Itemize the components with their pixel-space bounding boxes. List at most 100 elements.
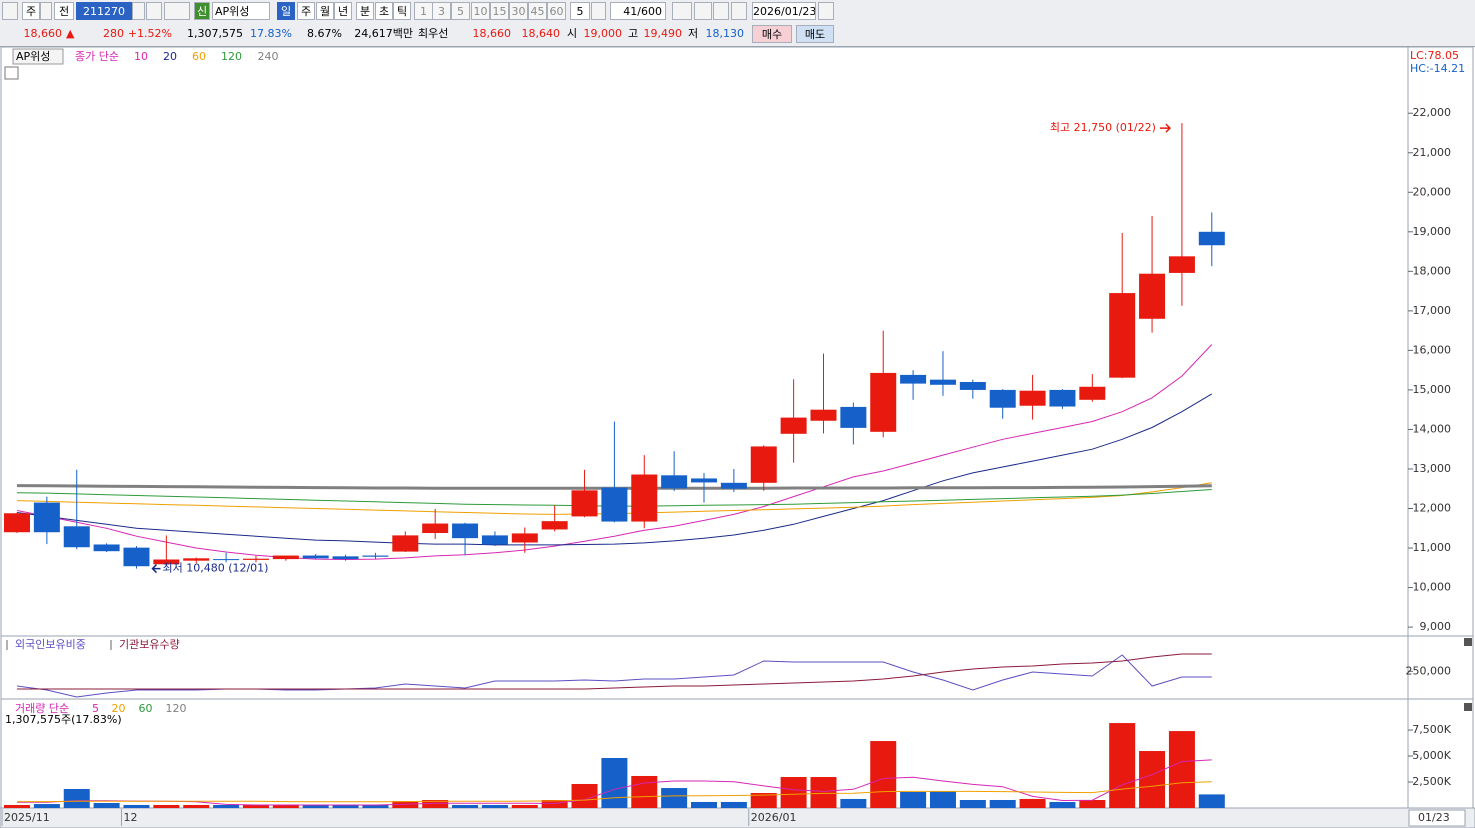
- toolbar-field[interactable]: 신: [194, 2, 210, 20]
- candle-body: [1019, 390, 1046, 406]
- sound-icon[interactable]: [164, 2, 190, 20]
- volume-bar: [183, 804, 210, 808]
- dropdown-icon[interactable]: [132, 2, 145, 20]
- chart-frame: [0, 46, 1474, 809]
- volume-bar: [93, 803, 120, 808]
- quote-field: +1.52%: [127, 27, 172, 40]
- period-button[interactable]: 분: [356, 2, 374, 20]
- y-tick-label: 20,000: [1413, 185, 1452, 198]
- candle-body: [272, 555, 299, 560]
- volume-bar: [1019, 798, 1046, 808]
- indicator: HC:-14.21: [1410, 62, 1465, 75]
- toolbar-field[interactable]: 41/600: [610, 2, 666, 20]
- period-button[interactable]: 주: [297, 2, 315, 20]
- settings-icon[interactable]: [731, 2, 747, 20]
- menu-icon[interactable]: [2, 2, 18, 20]
- panel-close[interactable]: [1464, 638, 1472, 646]
- candle-body: [780, 417, 807, 434]
- buy-button[interactable]: 매수: [752, 25, 792, 43]
- toolbar-field[interactable]: 전: [54, 2, 74, 20]
- current-date-box: [1408, 809, 1466, 827]
- legend-entry: 240: [258, 50, 279, 63]
- volume-bar: [1049, 801, 1076, 808]
- x-tick-label: 2025/11: [4, 811, 50, 824]
- candle-body: [123, 547, 150, 567]
- volume-bar: [153, 804, 180, 808]
- interval-button[interactable]: 30: [509, 2, 528, 20]
- toolbar-field[interactable]: AP위성: [212, 2, 270, 20]
- quote-field: 8.67%: [307, 27, 342, 40]
- volume-bar: [1168, 731, 1195, 808]
- volume-bar: [840, 798, 867, 808]
- y-tick-label: 2,500K: [1412, 775, 1451, 788]
- y-tick-label: 12,000: [1413, 502, 1452, 515]
- interval-button[interactable]: 15: [490, 2, 509, 20]
- y-tick-label: 21,000: [1413, 146, 1452, 159]
- volume-bar: [63, 788, 90, 808]
- quote-field: 18,660: [472, 27, 512, 40]
- legend-title: AP위성: [16, 50, 50, 63]
- volume-bar: [750, 793, 777, 808]
- candle-body: [422, 523, 449, 534]
- x-tick-label: 2026/01: [751, 811, 797, 824]
- calendar-icon[interactable]: [818, 2, 834, 20]
- legend-entry: 10: [134, 50, 148, 63]
- period-button[interactable]: 초: [375, 2, 393, 20]
- volume-bar: [1079, 799, 1106, 808]
- panel-close[interactable]: [1464, 703, 1472, 711]
- period-button[interactable]: 년: [334, 2, 352, 20]
- volume-bar: [123, 804, 150, 808]
- quote-field: 고: [628, 27, 639, 40]
- interval-button[interactable]: 60: [547, 2, 566, 20]
- dropdown-icon[interactable]: [40, 2, 52, 20]
- toolbar-field[interactable]: 주: [22, 2, 40, 20]
- line: [16, 344, 1213, 561]
- sell-button[interactable]: 매도: [796, 25, 834, 43]
- search-icon[interactable]: [146, 2, 162, 20]
- line: [17, 653, 1212, 690]
- y-tick-label: 17,000: [1413, 304, 1452, 317]
- interval-button[interactable]: 45: [528, 2, 547, 20]
- candle-body: [392, 535, 419, 552]
- candle-body: [332, 556, 359, 560]
- period-button[interactable]: 월: [316, 2, 334, 20]
- legend-entry: 60: [139, 702, 153, 715]
- legend-entry: 60: [192, 50, 206, 63]
- y-tick-label: 7,500K: [1412, 723, 1451, 736]
- interval-button[interactable]: 3: [432, 2, 451, 20]
- toolbar: 주 전 211270 신 AP위성 5 41/600 2026/01/23 일 주 월 년 분 초 틱 1 3 5…: [0, 0, 1475, 47]
- candle-body: [153, 559, 180, 565]
- tool-icon[interactable]: [672, 2, 692, 20]
- volume-bar: [571, 783, 598, 808]
- y-tick-label: 14,000: [1413, 422, 1452, 435]
- panel-icon[interactable]: [4, 66, 19, 80]
- toolbar-field[interactable]: 2026/01/23: [752, 2, 816, 20]
- toolbar-field[interactable]: 211270: [76, 2, 132, 20]
- legend-entry: 120: [221, 50, 242, 63]
- legend-entry: 20: [112, 702, 126, 715]
- dropdown-icon[interactable]: [591, 2, 606, 20]
- toolbar-field[interactable]: 5: [570, 2, 590, 20]
- interval-button[interactable]: 10: [471, 2, 490, 20]
- annotation: 최고 21,750 (01/22): [1050, 121, 1156, 134]
- tool-icon[interactable]: [694, 2, 712, 20]
- candle-body: [511, 533, 538, 543]
- candle-body: [1079, 386, 1106, 400]
- save-icon[interactable]: [713, 2, 729, 20]
- legend-entry: 120: [166, 702, 187, 715]
- annotation: 최저 10,480 (12/01): [162, 562, 268, 575]
- period-button[interactable]: 틱: [393, 2, 411, 20]
- period-button[interactable]: 일: [277, 2, 295, 20]
- volume-bar: [631, 775, 658, 808]
- candle-body: [661, 475, 688, 489]
- interval-button[interactable]: 5: [451, 2, 470, 20]
- volume-bar: [422, 799, 449, 808]
- candle-body: [840, 406, 867, 428]
- candle-body: [362, 555, 389, 557]
- candle-body: [481, 535, 508, 545]
- interval-button[interactable]: 1: [414, 2, 433, 20]
- candle-body: [1198, 231, 1225, 246]
- volume-bar: [302, 804, 329, 808]
